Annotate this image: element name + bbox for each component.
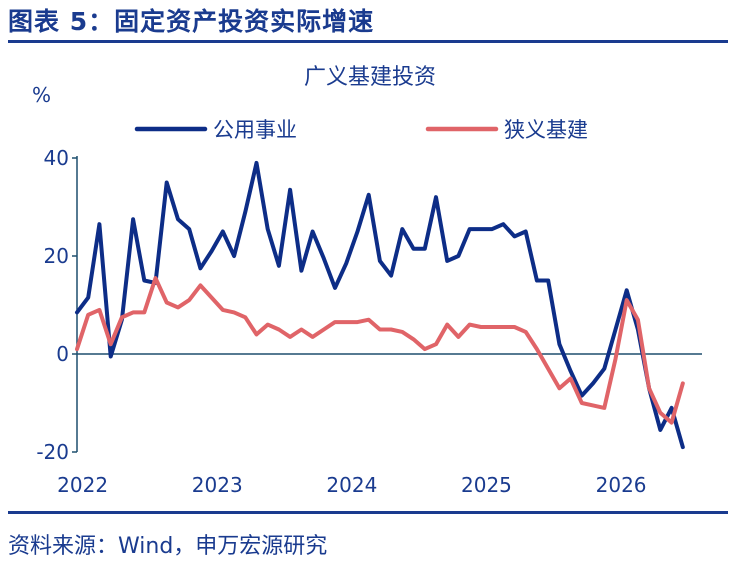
line-chart: 广义基建投资 % 公用事业 狭义基建 40 20 0 -20 2022 2023 2024 20… [32,65,702,497]
source-note: 资料来源：Wind，申万宏源研究 [8,534,328,559]
plot-area: 40 20 0 -20 2022 2023 2024 2025 2026 [36,146,702,497]
series-line-1 [75,160,685,450]
chart-title: 广义基建投资 [304,65,436,90]
x-tick-label: 2024 [326,473,377,497]
x-tick-label: 2022 [57,473,108,497]
x-tick-label: 2023 [192,473,243,497]
figure-title: 图表 5：固定资产投资实际增速 [8,7,375,36]
y-tick-label: 40 [44,146,69,170]
legend-label-2: 狭义基建 [504,118,588,142]
series-line-2 [75,276,685,425]
y-tick-label: 20 [44,244,69,268]
y-tick-label: 0 [56,342,69,366]
source-rule [8,511,728,514]
y-axis-unit: % [32,83,51,107]
title-rule [8,40,728,43]
legend: 公用事业 狭义基建 [134,118,588,142]
x-tick-label: 2026 [596,473,647,497]
legend-label-1: 公用事业 [213,118,297,142]
x-tick-label: 2025 [461,473,512,497]
y-tick-label: -20 [36,440,69,464]
